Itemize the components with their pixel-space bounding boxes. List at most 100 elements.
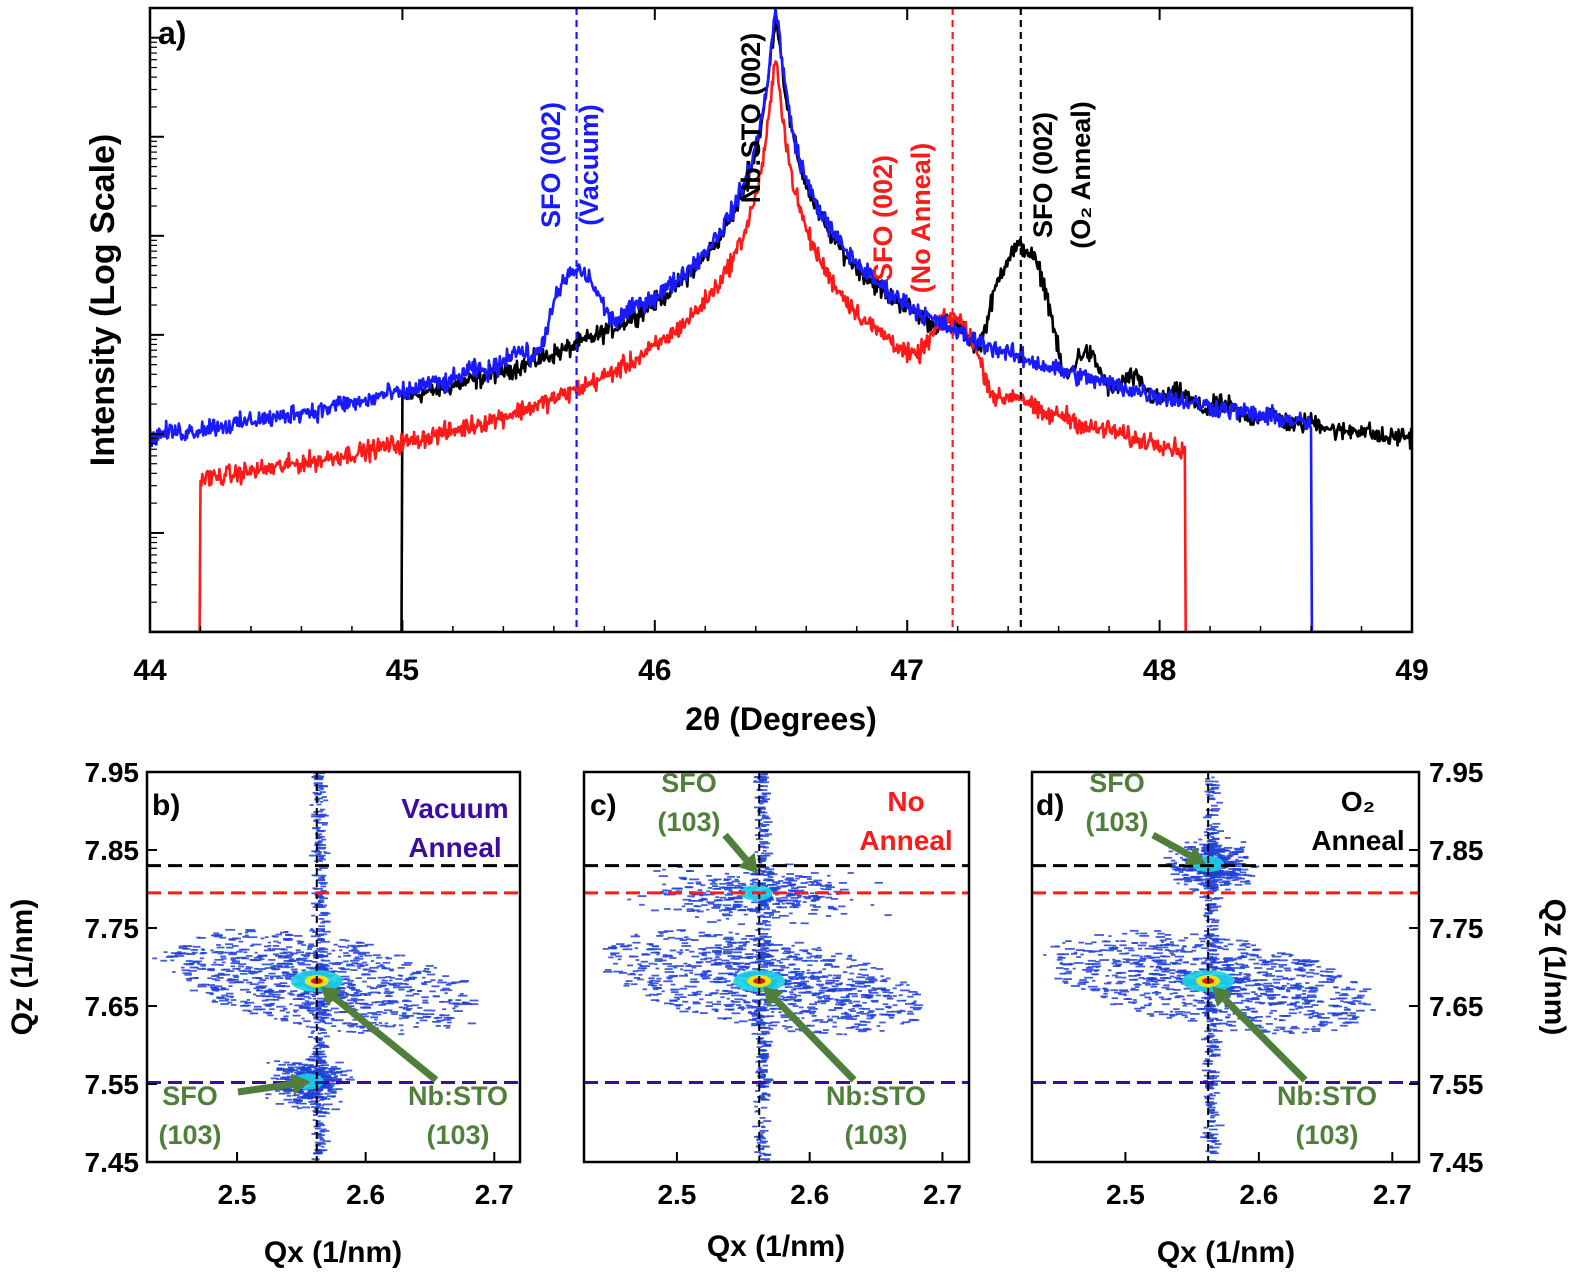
rsm-point	[883, 995, 893, 998]
rsm-point	[1199, 853, 1208, 856]
rsm-point	[389, 976, 395, 979]
rsm-point	[723, 948, 732, 951]
rsm-point	[1208, 1146, 1214, 1149]
rsm-point	[313, 820, 317, 822]
rsm-point	[1110, 1003, 1116, 1006]
rsm-point	[301, 1017, 305, 1020]
rsm-point	[868, 991, 879, 994]
rsm-point	[1176, 878, 1185, 881]
rsm-point	[632, 970, 639, 973]
rsm-point	[431, 1009, 436, 1012]
rsm-reference-lines-c	[584, 772, 969, 1162]
rsm-point	[251, 943, 262, 946]
rsm-point	[403, 979, 409, 982]
rsm-point	[353, 1000, 358, 1003]
rsm-point	[1213, 1048, 1221, 1051]
rsm-point	[284, 965, 289, 967]
rsm-point	[884, 914, 892, 916]
rsm-point	[280, 931, 284, 934]
rsm-point	[758, 955, 768, 958]
rsm-point	[268, 966, 277, 969]
rsm-point	[1319, 970, 1328, 973]
rsm-point	[1215, 1022, 1222, 1025]
rsm-point	[376, 965, 385, 968]
rsm-point	[762, 1057, 769, 1060]
y-tick-label: 7.45	[1429, 1147, 1484, 1178]
rsm-point	[459, 993, 464, 995]
rsm-point	[1319, 1021, 1325, 1024]
rsm-point	[718, 972, 728, 975]
rsm-point	[758, 963, 763, 966]
rsm-point	[1264, 987, 1270, 989]
rsm-point	[749, 879, 755, 882]
rsm-point	[1169, 952, 1175, 954]
rsm-point	[286, 954, 294, 956]
rsm-point	[212, 999, 216, 1002]
rsm-point	[1092, 979, 1096, 982]
rsm-point	[687, 882, 694, 885]
rsm-point	[238, 933, 242, 935]
rsm-point	[258, 985, 268, 988]
rsm-point	[771, 909, 776, 912]
rsm-point	[268, 988, 273, 991]
rsm-point	[648, 962, 655, 965]
rsm-point	[377, 976, 386, 979]
rsm-point	[723, 990, 733, 993]
rsm-point	[314, 1152, 322, 1155]
rsm-point	[469, 999, 479, 1002]
rsm-point	[324, 948, 329, 951]
rsm-point	[1328, 1004, 1339, 1007]
rsm-point	[340, 994, 345, 997]
rsm-point	[1137, 947, 1142, 950]
rsm-point	[662, 955, 668, 958]
rsm-point	[725, 966, 733, 968]
rsm-point	[1204, 1136, 1209, 1139]
rsm-point	[1305, 982, 1310, 984]
rsm-point	[758, 1155, 762, 1157]
rsm-point	[308, 1007, 317, 1009]
rsm-point	[1211, 888, 1219, 891]
rsm-point	[624, 982, 630, 985]
rsm-point	[761, 814, 766, 817]
rsm-point	[1184, 1011, 1191, 1014]
rsm-point	[1298, 1011, 1302, 1014]
rsm-point	[1099, 959, 1110, 961]
rsm-point	[1165, 988, 1175, 991]
rsm-point	[316, 841, 323, 844]
rsm-point	[448, 1002, 455, 1005]
rsm-point	[755, 960, 760, 963]
rsm-point	[1212, 953, 1220, 956]
rsm-point	[265, 998, 275, 1001]
rsm-point	[764, 1140, 768, 1143]
rsm-point	[859, 968, 868, 971]
rsm-point	[1112, 974, 1118, 977]
rsm-point	[367, 1021, 377, 1024]
rsm-point	[664, 908, 671, 910]
rsm-point	[260, 937, 265, 940]
rsm-point	[768, 964, 779, 967]
rsm-point	[1144, 996, 1152, 999]
annotation-sto-line1: Nb:STO	[1277, 1081, 1377, 1111]
x-axis-title-c: Qx (1/nm)	[707, 1230, 845, 1263]
rsm-point	[1160, 973, 1166, 976]
rsm-point	[1331, 1029, 1338, 1032]
rsm-point	[1210, 956, 1218, 959]
rsm-point	[863, 985, 871, 987]
rsm-point	[1210, 1084, 1219, 1086]
rsm-point	[315, 1136, 323, 1139]
annotation-sfo-line1: SFO	[162, 1081, 218, 1111]
rsm-point	[689, 972, 693, 974]
rsm-point	[230, 965, 235, 968]
rsm-point	[1219, 873, 1228, 876]
rsm-point	[818, 989, 826, 992]
rsm-point	[1208, 788, 1215, 791]
rsm-point	[315, 1009, 326, 1012]
rsm-point	[1290, 954, 1294, 956]
rsm-point	[1336, 974, 1343, 977]
rsm-point	[267, 1004, 274, 1006]
rsm-point	[1233, 851, 1243, 853]
rsm-point	[370, 1016, 378, 1019]
rsm-point	[1062, 980, 1069, 983]
rsm-point	[323, 930, 331, 933]
rsm-point	[816, 996, 825, 998]
